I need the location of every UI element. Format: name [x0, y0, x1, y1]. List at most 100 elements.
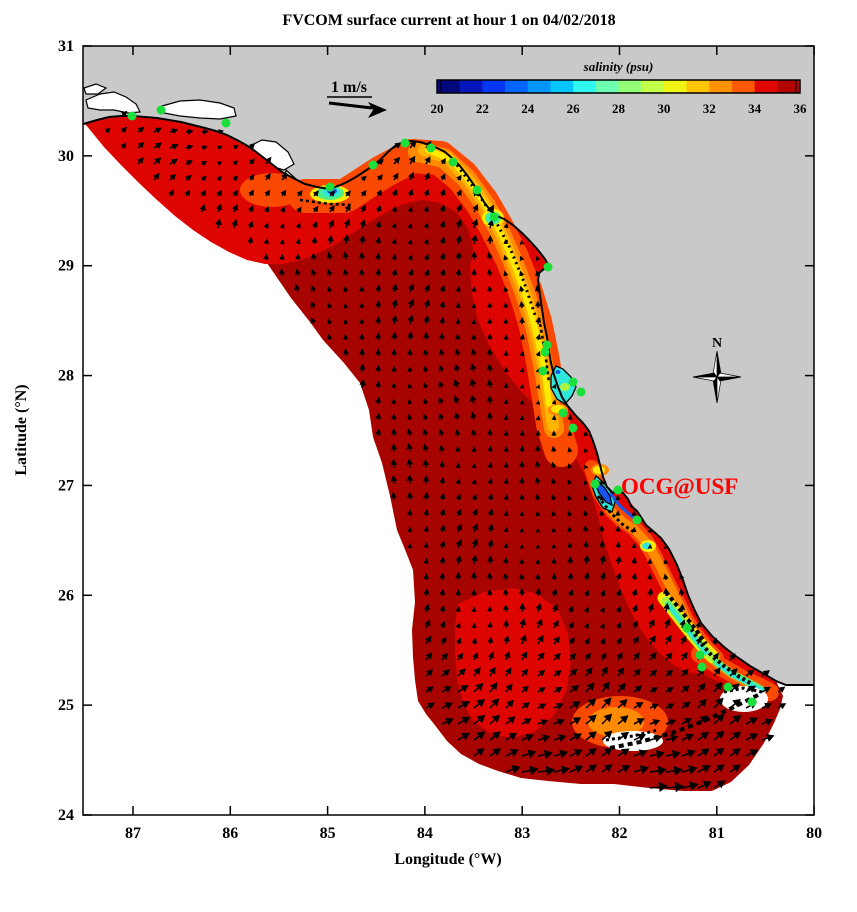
- colorbar-segment: [618, 80, 642, 93]
- colorbar-segment: [663, 80, 688, 93]
- station-marker: [558, 408, 568, 418]
- y-axis-label: Latitude (°N): [13, 384, 30, 475]
- y-tick-label: 29: [58, 258, 74, 275]
- station-marker: [576, 387, 586, 397]
- salinity-pocket: [240, 173, 304, 207]
- coastal-bay: [83, 83, 108, 95]
- x-tick-label: 83: [514, 825, 530, 842]
- salinity-coastal-band: [668, 605, 708, 655]
- colorbar-segment: [731, 80, 756, 93]
- colorbar-tick-label: 32: [703, 101, 716, 116]
- axes: Longitude (°W) Latitude (°N) 87 86 85 84 83 8…: [13, 38, 822, 868]
- station-marker: [368, 160, 378, 170]
- x-axis-label: Longitude (°W): [394, 851, 501, 868]
- colorbar: salinity (psu) 20 22 24 26 28 30 32 34 36: [431, 59, 808, 116]
- colorbar-title: salinity (psu): [583, 59, 654, 74]
- x-tick-label: 85: [320, 825, 336, 842]
- estuary-plume: [555, 370, 561, 374]
- x-tick-label: 81: [709, 825, 725, 842]
- colorbar-tick-label: 20: [431, 101, 444, 116]
- station-marker: [472, 185, 482, 195]
- colorbar-tick-label: 36: [794, 101, 808, 116]
- island-speckle: [605, 728, 659, 742]
- colorbar-tick-label: 34: [748, 101, 762, 116]
- y-tick-label: 25: [58, 697, 74, 714]
- y-tick-label: 24: [58, 807, 74, 824]
- colorbar-segment: [437, 80, 461, 93]
- y-tick-label: 31: [58, 38, 74, 55]
- colorbar-segment: [550, 80, 574, 93]
- colorbar-tick-label: 22: [476, 101, 489, 116]
- colorbar-segment: [754, 80, 778, 93]
- station-marker: [747, 697, 757, 707]
- colorbar-segment: [777, 80, 801, 93]
- scale-arrow-shaft: [328, 101, 373, 110]
- station-marker-layer: [127, 105, 757, 707]
- x-tick-label: 82: [612, 825, 628, 842]
- station-marker: [540, 347, 550, 357]
- salinity-band-35-36: [83, 116, 783, 791]
- station-marker: [221, 118, 231, 128]
- figure-title: FVCOM surface current at hour 1 on 04/02…: [282, 12, 615, 29]
- y-tick-label: 26: [58, 587, 74, 604]
- estuary-plume: [593, 466, 605, 474]
- velocity-scale-label: 1 m/s: [331, 79, 367, 96]
- colorbar-segment: [595, 80, 619, 93]
- plot-frame: [82, 45, 815, 816]
- coastal-bay: [85, 91, 141, 114]
- station-marker: [542, 340, 552, 350]
- station-marker: [682, 623, 692, 633]
- y-tick-label: 27: [58, 477, 74, 494]
- station-marker: [568, 423, 578, 433]
- station-marker: [695, 650, 705, 660]
- compass-north-label: N: [712, 336, 722, 351]
- colorbar-segment: [505, 80, 529, 93]
- map-area: [83, 46, 814, 793]
- compass-arm: [716, 372, 742, 378]
- island-speckle: [596, 495, 635, 534]
- colorbar-tick-label: 28: [612, 101, 626, 116]
- colorbar-segment: [641, 80, 665, 93]
- scale-arrow-head: [368, 102, 387, 118]
- x-tick-label: 86: [222, 825, 238, 842]
- station-marker: [156, 105, 166, 115]
- colorbar-segment: [459, 80, 483, 93]
- station-marker: [426, 143, 436, 153]
- colorbar-tick-label: 30: [657, 101, 670, 116]
- salinity-field-layer: [83, 116, 783, 791]
- colorbar-tick-label: 26: [567, 101, 581, 116]
- station-marker: [538, 366, 548, 376]
- island-speckle: [686, 622, 753, 686]
- station-marker: [613, 485, 623, 495]
- shallow-bank: [603, 731, 663, 751]
- colorbar-tick-label: 24: [521, 101, 535, 116]
- ocg-usf-watermark: OCG@USF: [621, 474, 738, 500]
- station-marker: [697, 662, 707, 672]
- x-tick-label: 80: [806, 825, 822, 842]
- colorbar-segment: [527, 80, 551, 93]
- station-marker: [568, 377, 578, 387]
- estuary-plume: [560, 383, 570, 391]
- land-polygon: [83, 46, 814, 685]
- colorbar-segment: [573, 80, 597, 93]
- colorbar-segment: [482, 80, 506, 93]
- station-marker: [590, 479, 600, 489]
- compass-arm: [692, 376, 718, 382]
- station-marker: [448, 157, 458, 167]
- y-tick-label: 30: [58, 148, 74, 165]
- salinity-band-34-35: [86, 116, 776, 691]
- coastal-bay: [161, 99, 237, 120]
- x-tick-label: 84: [417, 825, 433, 842]
- station-marker: [325, 182, 335, 192]
- coastline-layer: [83, 115, 814, 686]
- colorbar-border: [436, 79, 801, 94]
- coastline: [83, 115, 814, 686]
- station-marker: [489, 212, 499, 222]
- colorbar-segment: [709, 80, 733, 93]
- island-speckle: [299, 198, 353, 207]
- current-vector-arrows: [104, 110, 787, 793]
- compass-rose: N: [692, 336, 742, 404]
- salinity-coastal-band: [425, 147, 552, 407]
- island-speckle: [537, 317, 551, 383]
